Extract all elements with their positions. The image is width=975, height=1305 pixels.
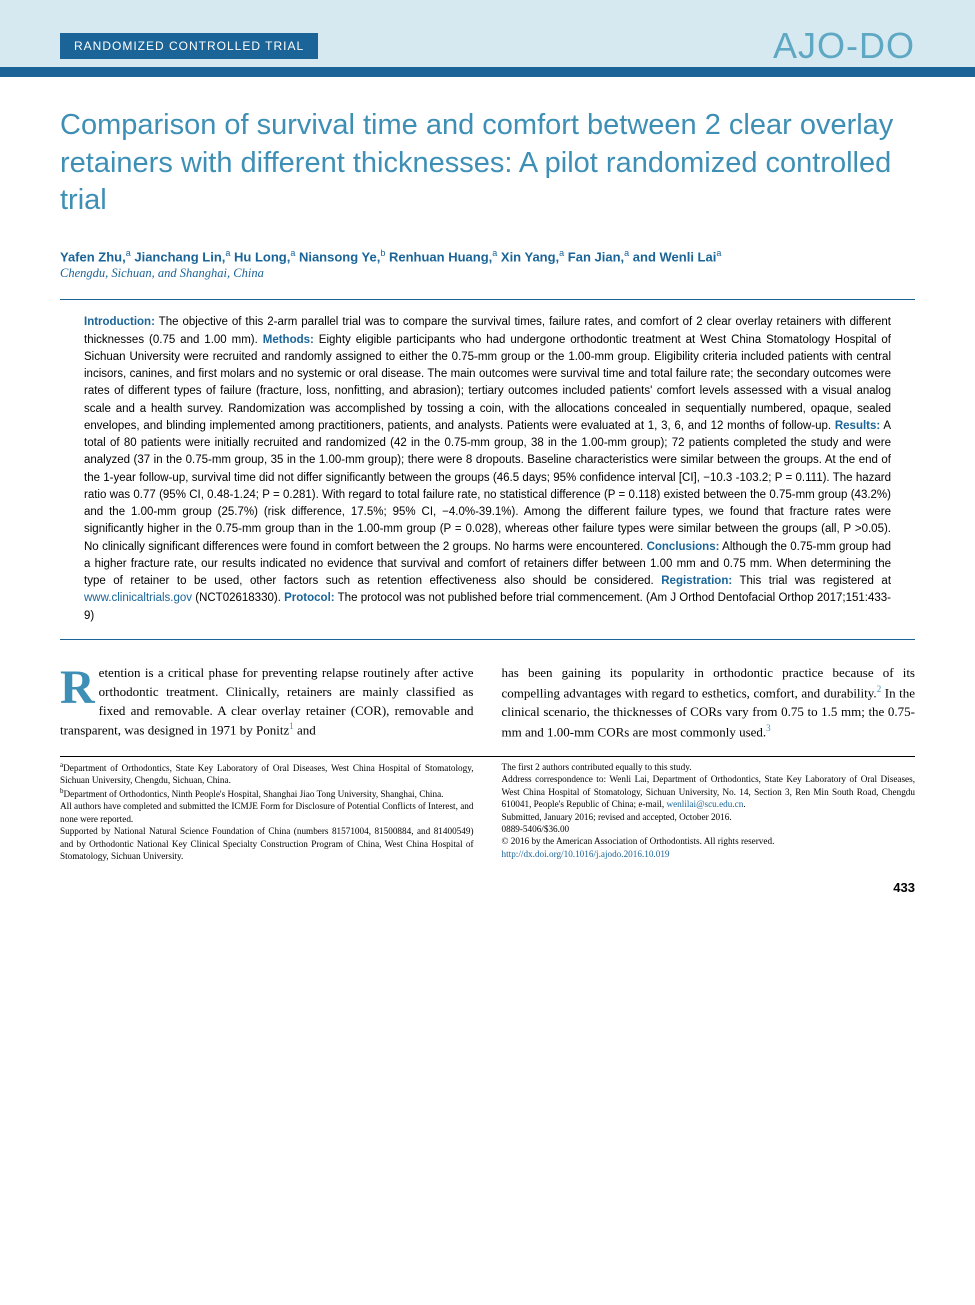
author-list: Yafen Zhu,a Jianchang Lin,a Hu Long,a Ni… [60, 248, 915, 264]
body-col2-pre: has been gaining its popularity in ortho… [502, 665, 916, 700]
divider-top [60, 299, 915, 300]
journal-logo: AJO-DO [773, 25, 915, 67]
body-col-right: has been gaining its popularity in ortho… [502, 664, 916, 742]
citation-ref: 3 [766, 723, 771, 733]
divider-bottom [60, 639, 915, 640]
header-blue-bar [0, 67, 975, 77]
body-col1-text: etention is a critical phase for prevent… [60, 665, 474, 738]
header-top-band [0, 0, 975, 25]
author-location: Chengdu, Sichuan, and Shanghai, China [60, 266, 915, 281]
correspondence-email[interactable]: wenlilai@scu.edu.cn [666, 799, 743, 809]
body-col-left: Retention is a critical phase for preven… [60, 664, 474, 742]
footnotes: aDepartment of Orthodontics, State Key L… [60, 761, 915, 863]
page-number: 433 [60, 880, 915, 895]
page-content: Comparison of survival time and comfort … [0, 77, 975, 915]
article-title: Comparison of survival time and comfort … [60, 107, 915, 220]
doi-link[interactable]: http://dx.doi.org/10.1016/j.ajodo.2016.1… [502, 849, 670, 859]
footnote-divider [60, 756, 915, 757]
abstract: Introduction: The objective of this 2-ar… [60, 314, 915, 625]
body-col1-post: and [294, 723, 316, 738]
footnote-col-right: The first 2 authors contributed equally … [502, 761, 916, 863]
footnote-col-left: aDepartment of Orthodontics, State Key L… [60, 761, 474, 863]
registration-link[interactable]: www.clinicaltrials.gov [84, 592, 192, 604]
body-columns: Retention is a critical phase for preven… [60, 664, 915, 742]
dropcap: R [60, 664, 99, 709]
header-row: RANDOMIZED CONTROLLED TRIAL AJO-DO [0, 25, 975, 67]
section-label: RANDOMIZED CONTROLLED TRIAL [60, 33, 318, 59]
